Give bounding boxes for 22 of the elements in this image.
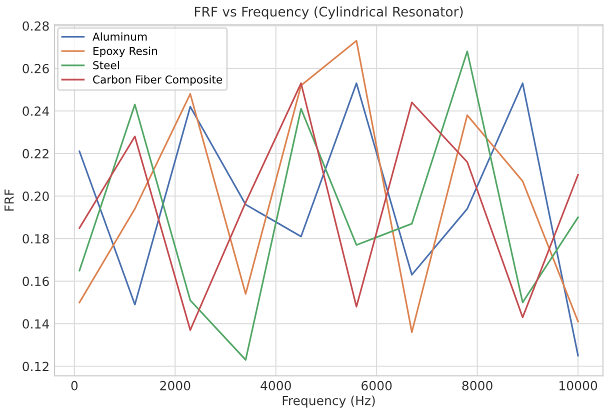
x-tick-label: 10000 <box>560 380 598 390</box>
y-tick-label: 0.22 <box>22 148 48 158</box>
legend-label: Epoxy Resin <box>94 46 158 58</box>
y-tick-label: 0.14 <box>22 319 49 329</box>
y-axis-title: FRF <box>4 190 14 211</box>
y-tick-label: 0.12 <box>22 362 48 372</box>
y-tick-label: 0.18 <box>22 234 49 244</box>
y-tick-label: 0.20 <box>22 192 49 201</box>
x-tick-label: 4000 <box>260 380 291 390</box>
x-axis-title: Frequency (Hz) <box>282 396 375 408</box>
chart-title: FRF vs Frequency (Cylindrical Resonator) <box>194 6 463 20</box>
y-tick-label: 0.26 <box>22 64 49 74</box>
y-tick-label: 0.24 <box>22 106 49 116</box>
y-tick-label: 0.28 <box>22 21 49 31</box>
y-tick-label: 0.16 <box>22 276 49 286</box>
x-tick-label: 6000 <box>362 380 392 390</box>
legend-label: Carbon Fiber Composite <box>93 75 222 86</box>
legend-label: Steel <box>93 60 119 70</box>
x-tick-label: 2000 <box>160 380 190 390</box>
x-tick-label: 0 <box>71 380 78 390</box>
legend-label: Aluminum <box>92 32 147 41</box>
x-tick-label: 8000 <box>462 380 492 390</box>
